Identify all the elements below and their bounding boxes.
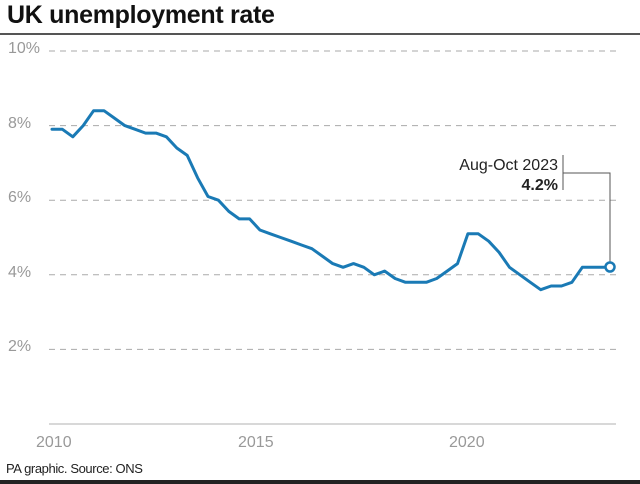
y-tick-4: 4% [8, 264, 32, 281]
x-tick-2020: 2020 [449, 434, 485, 451]
annotation-period: Aug-Oct 2023 [459, 157, 558, 174]
y-tick-2: 2% [8, 338, 32, 355]
x-tick-2015: 2015 [238, 434, 274, 451]
y-tick-8: 8% [8, 115, 32, 132]
y-tick-10: 10% [8, 40, 41, 57]
annotation-label: Aug-Oct 2023 4.2% [459, 156, 558, 196]
title-divider [0, 33, 640, 35]
latest-value-marker [604, 261, 616, 273]
annotation-value: 4.2% [521, 177, 558, 194]
annotation-leader-line [562, 155, 611, 262]
y-tick-6: 6% [8, 189, 32, 206]
x-tick-2010: 2010 [36, 434, 72, 451]
source-credit: PA graphic. Source: ONS [6, 461, 143, 476]
unemployment-line [50, 109, 615, 292]
gridlines [49, 50, 616, 350]
bottom-border [0, 480, 640, 484]
chart-title: UK unemployment rate [7, 1, 275, 29]
